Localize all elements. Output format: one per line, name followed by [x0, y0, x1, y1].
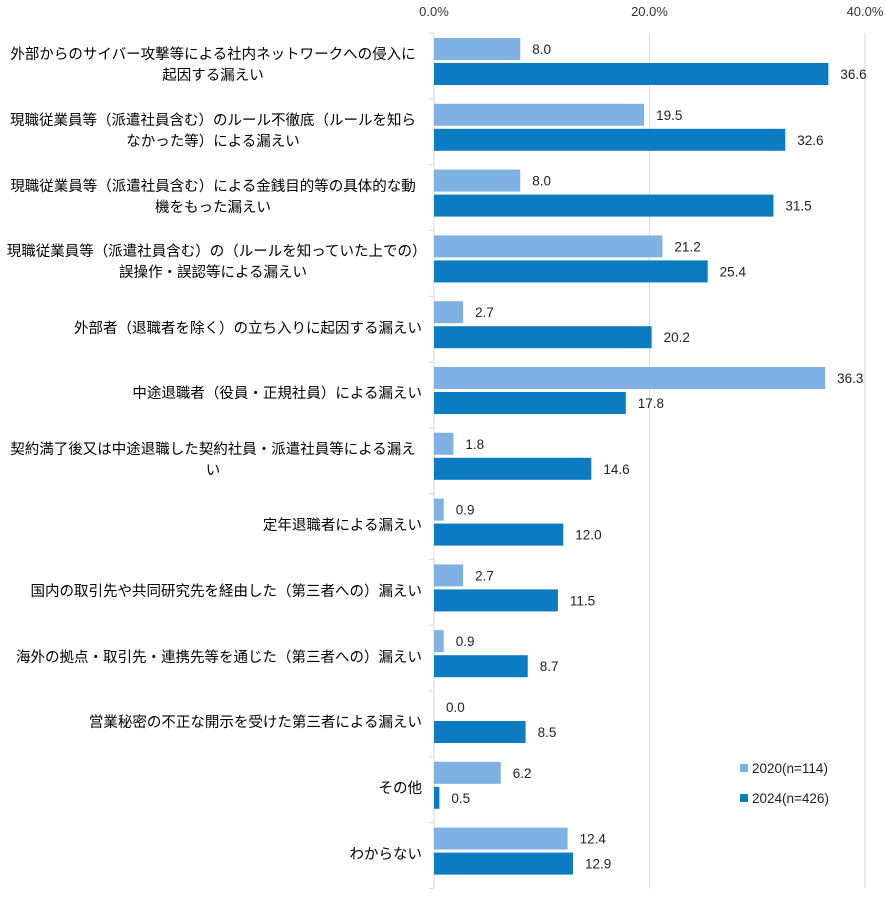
category-label-text: 海外の拠点・取引先・連携先等を通じた（第三者への）漏えい [16, 649, 422, 666]
bar-2024(n=426) [434, 721, 526, 743]
bar-2024(n=426) [434, 523, 564, 546]
bar-2020(n=114) [434, 169, 521, 192]
bar-2024(n=426) [434, 392, 626, 414]
data-label: 11.5 [570, 593, 595, 608]
data-label: 12.9 [585, 857, 611, 872]
category-label: 外部者（退職者を除く）の立ち入りに起因する漏えい [0, 319, 422, 340]
category-label: その他 [0, 779, 423, 800]
category-label-text: わからない [349, 847, 423, 863]
legend-swatch [740, 794, 748, 802]
data-label: 1.8 [465, 437, 484, 452]
data-label: 8.5 [538, 725, 557, 740]
category-label: 中途退職者（役員・正規社員）による漏えい [0, 384, 422, 405]
bar-2020(n=114) [434, 630, 444, 653]
data-label: 32.6 [797, 133, 823, 148]
category-label: 営業秘密の不正な開示を受けた第三者による漏えい [0, 713, 422, 734]
data-label: 8.7 [540, 659, 559, 674]
data-label: 36.3 [837, 371, 863, 386]
data-label: 0.9 [456, 634, 475, 649]
category-label-text: 現職従業員等（派遣社員含む）のルール不徹底（ルールを知らなかった等）による漏えい [10, 112, 416, 150]
bar-2020(n=114) [434, 432, 454, 455]
category-label-text: 営業秘密の不正な開示を受けた第三者による漏えい [88, 715, 422, 732]
legend-swatch [740, 764, 748, 772]
data-label: 12.0 [575, 528, 601, 543]
bar-2024(n=426) [434, 655, 528, 678]
data-label: 19.5 [656, 108, 682, 123]
data-label: 6.2 [513, 766, 532, 781]
data-label: 0.5 [451, 791, 470, 806]
bar-2024(n=426) [434, 589, 558, 612]
bar-2020(n=114) [434, 827, 568, 850]
data-label: 2.7 [475, 568, 494, 583]
data-label: 8.0 [532, 42, 551, 57]
category-label: 契約満了後又は中途退職した契約社員・派遣社員等による漏えい [0, 440, 422, 482]
category-label: 現職従業員等（派遣社員含む）の（ルールを知っていた上での）誤操作・誤認等による漏… [0, 242, 422, 284]
bar-2024(n=426) [434, 63, 829, 85]
bar-2020(n=114) [434, 761, 501, 784]
data-label: 14.6 [603, 462, 629, 477]
data-label: 12.4 [580, 832, 607, 847]
data-label: 36.6 [840, 67, 866, 82]
category-label-text: 現職従業員等（派遣社員含む）の（ルールを知っていた上での）誤操作・誤認等による漏… [6, 244, 420, 282]
category-label: 現職従業員等（派遣社員含む）による金銭目的等の具体的な動機をもった漏えい [0, 177, 422, 219]
category-label-text: 契約満了後又は中途退職した契約社員・派遣社員等による漏えい [10, 441, 416, 479]
data-label: 8.0 [532, 174, 551, 189]
category-label: 海外の拠点・取引先・連携先等を通じた（第三者への）漏えい [0, 648, 422, 669]
data-label: 0.0 [446, 700, 465, 715]
data-label: 0.9 [456, 503, 475, 518]
category-label: 定年退職者による漏えい [0, 516, 422, 537]
x-tick-label: 40.0% [847, 4, 884, 19]
data-label: 20.2 [664, 330, 690, 345]
bar-2020(n=114) [434, 564, 464, 587]
bar-2024(n=426) [434, 457, 592, 480]
legend-label: 2020(n=114) [752, 761, 828, 776]
category-label-text: 定年退職者による漏えい [262, 518, 422, 534]
bar-2020(n=114) [434, 301, 464, 324]
data-label: 21.2 [674, 239, 700, 254]
bar-2020(n=114) [434, 367, 826, 389]
data-label: 31.5 [785, 199, 811, 214]
x-tick-label: 0.0% [419, 4, 449, 19]
x-tick-label: 20.0% [631, 4, 668, 19]
bar-2024(n=426) [434, 194, 774, 217]
bar-2024(n=426) [434, 128, 786, 151]
category-label: 外部からのサイバー攻撃等による社内ネットワークへの侵入に起因する漏えい [0, 45, 422, 87]
category-label: わからない [0, 845, 423, 866]
bar-2024(n=426) [434, 260, 708, 283]
category-label: 国内の取引先や共同研究先を経由した（第三者への）漏えい [0, 582, 423, 603]
data-label: 25.4 [720, 264, 747, 279]
category-label-text: 中途退職者（役員・正規社員）による漏えい [132, 386, 422, 403]
category-label: 現職従業員等（派遣社員含む）のルール不徹底（ルールを知らなかった等）による漏えい [0, 111, 422, 153]
bar-2024(n=426) [434, 326, 652, 349]
bar-2024(n=426) [434, 786, 440, 809]
category-label-text: 外部からのサイバー攻撃等による社内ネットワークへの侵入に起因する漏えい [10, 46, 416, 84]
bar-2020(n=114) [434, 498, 444, 521]
bar-2024(n=426) [434, 852, 573, 875]
legend-label: 2024(n=426) [752, 791, 829, 806]
bar-2020(n=114) [434, 103, 645, 126]
data-label: 17.8 [638, 396, 664, 411]
category-label-text: 外部者（退職者を除く）の立ち入りに起因する漏えい [74, 320, 422, 337]
category-label-text: 国内の取引先や共同研究先を経由した（第三者への）漏えい [30, 583, 423, 600]
bar-2020(n=114) [434, 38, 521, 60]
bar-2020(n=114) [434, 235, 663, 258]
data-label: 2.7 [475, 305, 494, 320]
category-label-text: その他 [378, 781, 423, 798]
category-label-text: 現職従業員等（派遣社員含む）による金銭目的等の具体的な動機をもった漏えい [10, 178, 416, 216]
